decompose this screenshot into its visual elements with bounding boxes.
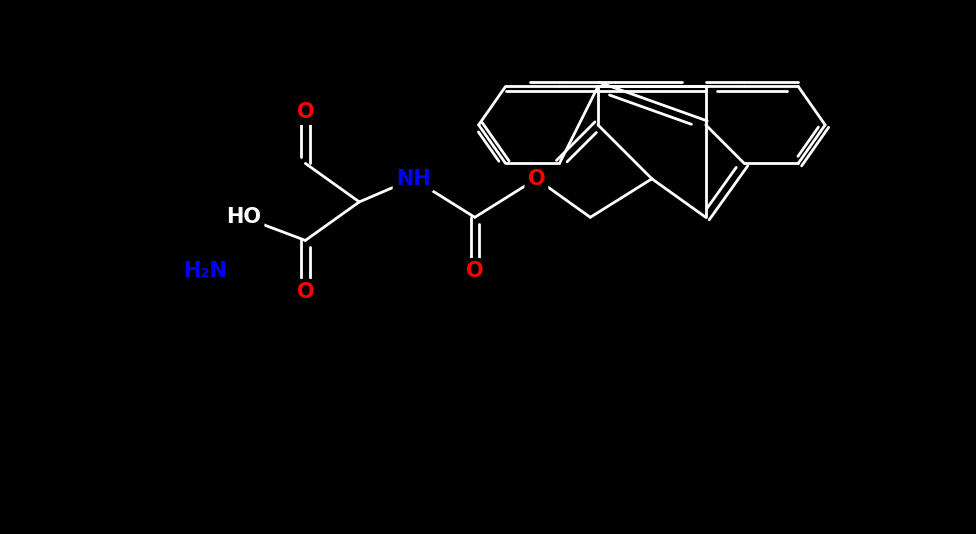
Text: H₂N: H₂N [183, 261, 227, 281]
Text: HO: HO [226, 207, 262, 227]
Text: NH: NH [396, 169, 430, 189]
Text: O: O [297, 282, 314, 302]
Text: O: O [528, 169, 546, 189]
Text: O: O [466, 261, 483, 281]
Text: O: O [297, 102, 314, 122]
